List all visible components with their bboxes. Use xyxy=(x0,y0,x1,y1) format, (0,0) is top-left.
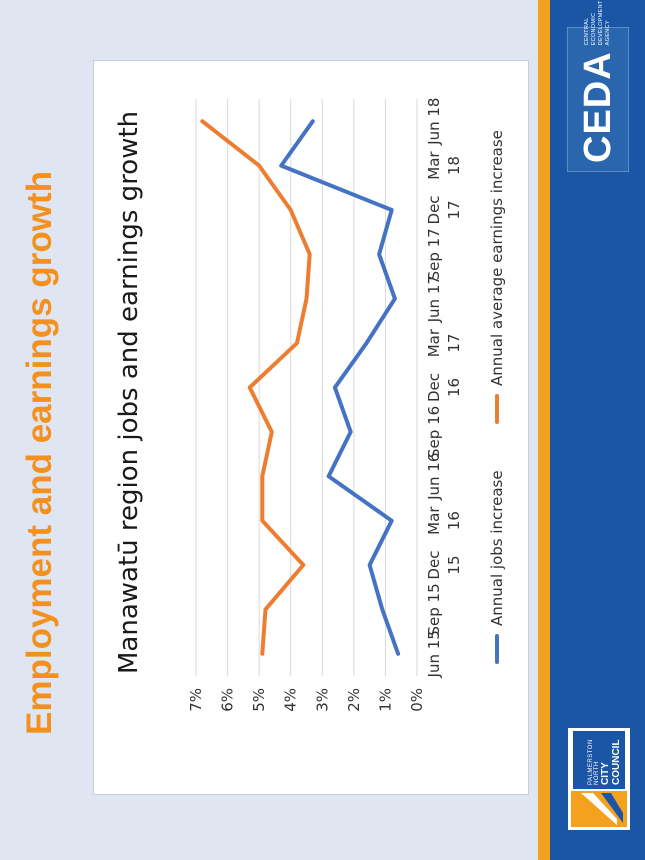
series-line-jobs xyxy=(279,119,401,656)
x-tick-label: Mar 16 xyxy=(425,506,463,535)
x-tick-label: Sep 17 xyxy=(425,228,443,280)
legend-label-earnings: Annual average earnings increase xyxy=(488,130,506,386)
x-tick-label: Dec 15 xyxy=(425,551,463,580)
y-tick-label: 4% xyxy=(282,688,300,712)
x-tick-label: Jun 16 xyxy=(425,453,443,501)
chart-title: Manawatū region jobs and earnings growth xyxy=(114,110,144,674)
ceda-tagline: CENTRAL ECONOMIC DEVELOPMENT AGENCY xyxy=(584,0,611,46)
council-logo-text: PALMERSTON NORTH CITY COUNCIL xyxy=(573,731,625,789)
y-tick-label: 6% xyxy=(219,688,237,712)
legend-swatch-earnings xyxy=(495,394,499,424)
chart-panel: 0% 1% 2% 3% 4% 5% 6% 7% Jun 15 Sep 15 Dec 15 Mar 16 J… xyxy=(93,60,529,795)
x-tick-label: Mar 17 xyxy=(425,328,463,357)
slide-title-part1: Employment and xyxy=(20,443,59,735)
accent-strip xyxy=(538,0,550,860)
x-tick-label: Mar 18 xyxy=(425,151,463,180)
council-logo: PALMERSTON NORTH CITY COUNCIL xyxy=(568,728,630,830)
x-tick-label: Sep 16 xyxy=(425,406,443,458)
legend-item-jobs: Annual jobs increase xyxy=(488,470,506,664)
y-tick-label: 1% xyxy=(376,688,394,712)
legend-item-earnings: Annual average earnings increase xyxy=(488,130,506,424)
legend-swatch-jobs xyxy=(495,634,499,664)
slide-title: Employment and earnings growth xyxy=(20,95,60,735)
x-tick-label: Jun 18 xyxy=(425,98,443,146)
y-tick-label: 7% xyxy=(187,688,205,712)
ceda-logo: CEDA CENTRAL ECONOMIC DEVELOPMENT AGENCY xyxy=(567,1,629,172)
council-emblem-icon xyxy=(571,791,627,827)
x-tick-label: Sep 15 xyxy=(425,583,443,635)
x-tick-label: Dec 17 xyxy=(425,195,463,224)
x-tick-label: Jun 17 xyxy=(425,275,443,323)
series-line-earnings xyxy=(200,119,312,656)
y-tick-label: 3% xyxy=(313,688,331,712)
y-tick-label: 2% xyxy=(345,688,363,712)
ceda-wordmark: CEDA xyxy=(576,51,619,163)
legend-label-jobs: Annual jobs increase xyxy=(488,470,506,626)
y-tick-label: 0% xyxy=(408,688,426,712)
slide-title-part2: earnings growth xyxy=(20,171,59,444)
x-tick-label: Dec 16 xyxy=(425,373,463,402)
x-tick-label: Jun 15 xyxy=(425,630,443,678)
council-logo-line2: CITY COUNCIL xyxy=(600,739,622,785)
y-tick-label: 5% xyxy=(250,688,268,712)
council-logo-line1: PALMERSTON NORTH xyxy=(588,739,600,785)
